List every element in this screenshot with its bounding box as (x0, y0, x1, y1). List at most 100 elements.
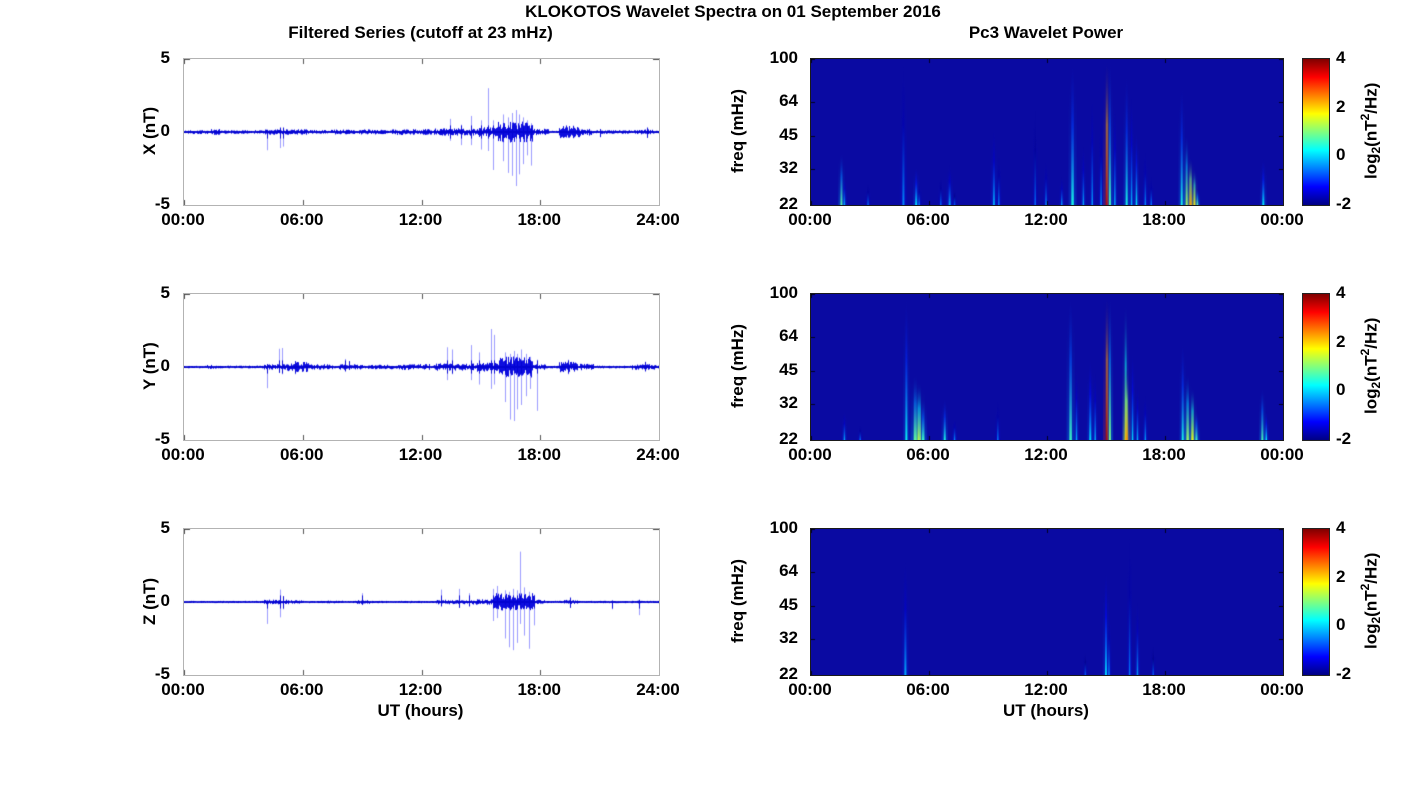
x-tick-labels: 00:00 06:00 12:00 18:00 24:00 (161, 678, 679, 699)
tick-label: 64 (779, 91, 798, 111)
tick-label: 18:00 (517, 445, 561, 464)
y-wavelet-spectrogram (810, 293, 1284, 441)
x-tick-labels: 00:00 06:00 12:00 18:00 00:00 (788, 208, 1303, 229)
colorbar-label-text: /Hz) (1361, 317, 1381, 349)
colorbar-label-text: (nT (1361, 355, 1381, 383)
tick-label: 12:00 (1024, 445, 1068, 464)
tick-label: 18:00 (1142, 445, 1186, 464)
tick-label: 18:00 (1142, 680, 1186, 699)
x-wavelet-spectrogram (810, 58, 1284, 206)
tick-label: 2 (1336, 566, 1346, 586)
freq-tick-labels: 100 64 45 32 22 (745, 283, 803, 448)
z-wavelet-spectrogram (810, 528, 1284, 676)
tick-label: 45 (779, 594, 798, 614)
colorbar-label-sub: 2 (1369, 617, 1384, 624)
tick-label: 0 (1336, 615, 1346, 635)
colorbar-tick-labels: 4 2 0 -2 (1332, 518, 1362, 683)
colorbar-label-text: /Hz) (1361, 82, 1381, 114)
colorbar (1302, 528, 1330, 676)
tick-label: 06:00 (280, 210, 324, 229)
tick-label: 24:00 (636, 210, 680, 229)
colorbar-label: log2(nT2/Hz) (1358, 520, 1383, 682)
x-series-plot (183, 58, 660, 206)
colorbar-label-sub: 2 (1369, 382, 1384, 389)
tick-label: -5 (154, 664, 170, 683)
right-column-title: Pc3 Wavelet Power (968, 23, 1124, 42)
colorbar (1302, 293, 1330, 441)
tick-label: 5 (160, 283, 170, 302)
ut-hours-label-right: UT (hours) (1003, 701, 1089, 720)
tick-label: 12:00 (398, 445, 443, 464)
tick-label: 00:00 (161, 445, 205, 464)
tick-label: 2 (1336, 96, 1346, 116)
colorbar-label-text: (nT (1361, 120, 1381, 148)
tick-label: -2 (1336, 429, 1352, 448)
y-tick-labels: 5 0 -5 (130, 518, 176, 683)
colorbar-label: log2(nT2/Hz) (1358, 50, 1383, 212)
tick-label: 00:00 (1260, 210, 1304, 229)
tick-label: 00:00 (1260, 680, 1304, 699)
tick-label: 00:00 (1260, 445, 1304, 464)
colorbar-tick-labels: 4 2 0 -2 (1332, 48, 1362, 213)
colorbar-label-sup: 2 (1358, 113, 1372, 121)
y-tick-labels: 5 0 -5 (130, 48, 176, 213)
tick-label: 4 (1336, 518, 1346, 537)
colorbar-label-text: log (1361, 623, 1381, 650)
tick-label: 0 (1336, 145, 1346, 165)
left-column-title: Filtered Series (cutoff at 23 mHz) (288, 23, 553, 42)
tick-label: 32 (779, 157, 798, 177)
colorbar (1302, 58, 1330, 206)
tick-label: 32 (779, 392, 798, 412)
tick-label: 06:00 (280, 680, 324, 699)
tick-label: 06:00 (906, 210, 950, 229)
tick-label: 4 (1336, 283, 1346, 302)
tick-label: 00:00 (161, 210, 205, 229)
tick-label: -5 (154, 194, 170, 213)
colorbar-label-text: (nT (1361, 590, 1381, 618)
freq-tick-labels: 100 64 45 32 22 (745, 518, 803, 683)
tick-label: 00:00 (788, 210, 832, 229)
tick-label: -5 (154, 429, 170, 448)
colorbar-tick-labels: 4 2 0 -2 (1332, 283, 1362, 448)
tick-label: 64 (779, 326, 798, 346)
colorbar-label-text: /Hz) (1361, 552, 1381, 584)
tick-label: 5 (160, 518, 170, 537)
tick-label: 45 (779, 124, 798, 144)
tick-label: 100 (769, 48, 798, 67)
tick-label: 32 (779, 627, 798, 647)
freq-tick-labels: 100 64 45 32 22 (745, 48, 803, 213)
colorbar-label-sub: 2 (1369, 147, 1384, 154)
tick-label: 22 (779, 664, 798, 683)
tick-label: 24:00 (636, 680, 680, 699)
x-tick-labels: 00:00 06:00 12:00 18:00 24:00 (161, 443, 679, 464)
colorbar-label-sup: 2 (1358, 348, 1372, 356)
tick-label: 12:00 (1024, 680, 1068, 699)
tick-label: 5 (160, 48, 170, 67)
tick-label: 100 (769, 283, 798, 302)
x-tick-labels: 00:00 06:00 12:00 18:00 00:00 (788, 443, 1303, 464)
tick-label: 100 (769, 518, 798, 537)
tick-label: 06:00 (906, 680, 950, 699)
tick-label: 18:00 (517, 680, 561, 699)
tick-label: 2 (1336, 331, 1346, 351)
z-series-plot (183, 528, 660, 676)
figure-title: KLOKOTOS Wavelet Spectra on 01 September… (525, 2, 941, 21)
tick-label: 00:00 (788, 445, 832, 464)
tick-label: 0 (160, 121, 170, 140)
tick-label: 00:00 (788, 680, 832, 699)
colorbar-label-text: log (1361, 388, 1381, 415)
tick-label: 64 (779, 561, 798, 581)
tick-label: 12:00 (398, 680, 443, 699)
tick-label: -2 (1336, 664, 1352, 683)
tick-label: 24:00 (636, 445, 680, 464)
tick-label: 22 (779, 429, 798, 448)
tick-label: 12:00 (1024, 210, 1068, 229)
y-series-plot (183, 293, 660, 441)
tick-label: 12:00 (398, 210, 443, 229)
tick-label: 45 (779, 359, 798, 379)
tick-label: 0 (160, 591, 170, 610)
tick-label: -2 (1336, 194, 1352, 213)
tick-label: 18:00 (517, 210, 561, 229)
colorbar-label-sup: 2 (1358, 583, 1372, 591)
